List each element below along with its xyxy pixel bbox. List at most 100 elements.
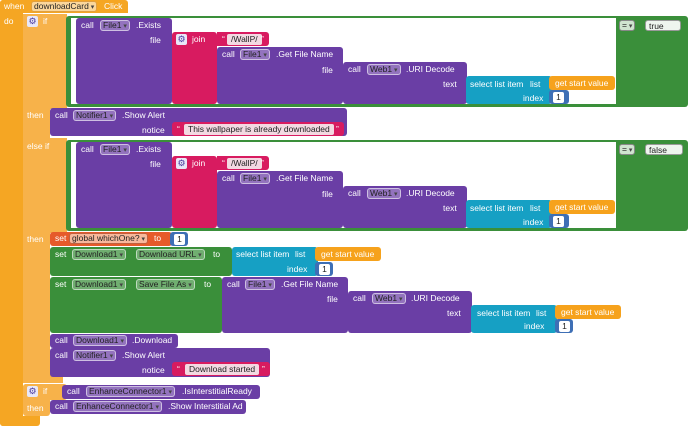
index-param: index: [287, 264, 308, 274]
get-file-name-call-3[interactable]: [222, 277, 348, 333]
download1-dropdown[interactable]: Download1: [73, 335, 127, 346]
file-exists-call-2[interactable]: [76, 142, 172, 228]
quote-close-icon: ”: [336, 124, 339, 134]
get-start-value-4[interactable]: [555, 305, 621, 319]
call-label: call: [348, 188, 361, 198]
web1-dropdown[interactable]: Web1: [367, 188, 401, 199]
call-label: call: [353, 293, 366, 303]
enhanceconnector1-dropdown[interactable]: EnhanceConnector1: [73, 401, 162, 412]
file1-dropdown[interactable]: File1: [240, 173, 270, 184]
call-label: call: [55, 335, 68, 345]
select-list-item-4[interactable]: [471, 305, 557, 333]
call-label: call: [222, 49, 235, 59]
mutator-gear-icon[interactable]: ⚙: [27, 386, 38, 397]
uri-decode-call-3[interactable]: [348, 291, 472, 333]
get-file-name-method: .Get File Name: [281, 279, 339, 289]
get-file-name-call[interactable]: [217, 47, 343, 104]
file1-dropdown[interactable]: File1: [100, 144, 130, 155]
quote-open-icon: “: [222, 34, 225, 44]
compare-operator[interactable]: =: [619, 144, 636, 155]
uri-decode-method: .URI Decode: [406, 188, 455, 198]
already-downloaded-string[interactable]: This wallpaper is already downloaded: [184, 124, 334, 135]
list-param: list: [530, 79, 541, 89]
quote-close-icon: ”: [261, 34, 264, 44]
web1-dropdown[interactable]: Web1: [372, 293, 406, 304]
enhanceconnector1-dropdown[interactable]: EnhanceConnector1: [86, 386, 175, 397]
elseif-label: else if: [27, 141, 50, 151]
list-param: list: [536, 308, 547, 318]
global-var-dropdown[interactable]: global whichOne?: [69, 233, 149, 244]
number-one[interactable]: 1: [319, 264, 330, 275]
if-label: if: [43, 16, 48, 26]
get-file-name-method: .Get File Name: [276, 49, 334, 59]
file-param: file: [150, 35, 161, 45]
wallp-string[interactable]: /WallP/: [227, 158, 262, 169]
when-label: when: [4, 1, 25, 11]
get-start-value-2[interactable]: [549, 200, 615, 214]
get-start-value-label: get start value: [555, 78, 609, 88]
file-param: file: [150, 159, 161, 169]
quote-open-icon: “: [222, 158, 225, 168]
file1-dropdown[interactable]: File1: [245, 279, 275, 290]
false-value[interactable]: false: [645, 144, 683, 155]
join-gear-icon[interactable]: ⚙: [176, 158, 187, 169]
then-label: then: [27, 110, 44, 120]
web1-dropdown[interactable]: Web1: [367, 64, 401, 75]
index-param: index: [523, 217, 544, 227]
uri-decode-call-2[interactable]: [343, 186, 467, 228]
get-start-value-3[interactable]: [315, 247, 381, 261]
list-param: list: [295, 249, 306, 259]
select-list-item-2[interactable]: [466, 200, 552, 228]
number-one[interactable]: 1: [559, 321, 570, 332]
call-label: call: [81, 20, 94, 30]
download1-dropdown[interactable]: Download1: [72, 249, 126, 260]
quote-open-icon: “: [177, 364, 180, 374]
select-list-item-label: select list item: [470, 203, 524, 213]
uri-decode-call[interactable]: [343, 62, 467, 104]
event-when-downloadcard-click[interactable]: [0, 0, 23, 426]
select-list-item-label: select list item: [236, 249, 290, 259]
save-file-as-property[interactable]: Save File As: [136, 279, 195, 290]
quote-close-icon: ”: [262, 364, 265, 374]
show-interstitial-ad-method: .Show Interstitial Ad: [168, 401, 243, 411]
download1-dropdown[interactable]: Download1: [72, 279, 126, 290]
download-started-string[interactable]: Download started: [185, 364, 260, 375]
select-list-item-3[interactable]: [232, 247, 318, 276]
file-exists-call[interactable]: [76, 18, 172, 104]
get-start-value[interactable]: [549, 76, 615, 90]
show-alert-method: .Show Alert: [122, 110, 165, 120]
join-label: join: [192, 158, 206, 168]
join-gear-icon[interactable]: ⚙: [176, 34, 187, 45]
call-label: call: [81, 144, 94, 154]
event-component-dropdown[interactable]: downloadCard: [31, 1, 98, 12]
mutator-gear-icon[interactable]: ⚙: [27, 16, 38, 27]
index-param: index: [523, 93, 544, 103]
if-label: if: [43, 386, 48, 396]
notifier1-dropdown[interactable]: Notifier1: [73, 110, 117, 121]
number-one[interactable]: 1: [553, 216, 564, 227]
call-label: call: [55, 401, 68, 411]
number-one[interactable]: 1: [174, 234, 185, 245]
select-list-item[interactable]: [466, 76, 552, 104]
get-file-name-call-2[interactable]: [217, 171, 343, 228]
file-param: file: [327, 294, 338, 304]
download-url-property[interactable]: Download URL: [136, 249, 205, 260]
wallp-string[interactable]: /WallP/: [227, 34, 262, 45]
exists-method: .Exists: [136, 144, 162, 154]
then-label-3: then: [27, 403, 44, 413]
set-label: set: [55, 233, 67, 243]
list-param: list: [530, 203, 541, 213]
text-param: text: [443, 79, 457, 89]
notice-param: notice: [142, 125, 165, 135]
if-bottom: [23, 374, 63, 383]
true-value[interactable]: true: [645, 20, 681, 31]
get-file-name-method: .Get File Name: [276, 173, 334, 183]
compare-operator[interactable]: =: [619, 20, 636, 31]
download-method: .Download: [132, 335, 173, 345]
text-param: text: [443, 203, 457, 213]
uri-decode-method: .URI Decode: [411, 293, 460, 303]
number-one[interactable]: 1: [553, 92, 564, 103]
file1-dropdown[interactable]: File1: [100, 20, 130, 31]
file1-dropdown[interactable]: File1: [240, 49, 270, 60]
notifier1-dropdown[interactable]: Notifier1: [73, 350, 117, 361]
